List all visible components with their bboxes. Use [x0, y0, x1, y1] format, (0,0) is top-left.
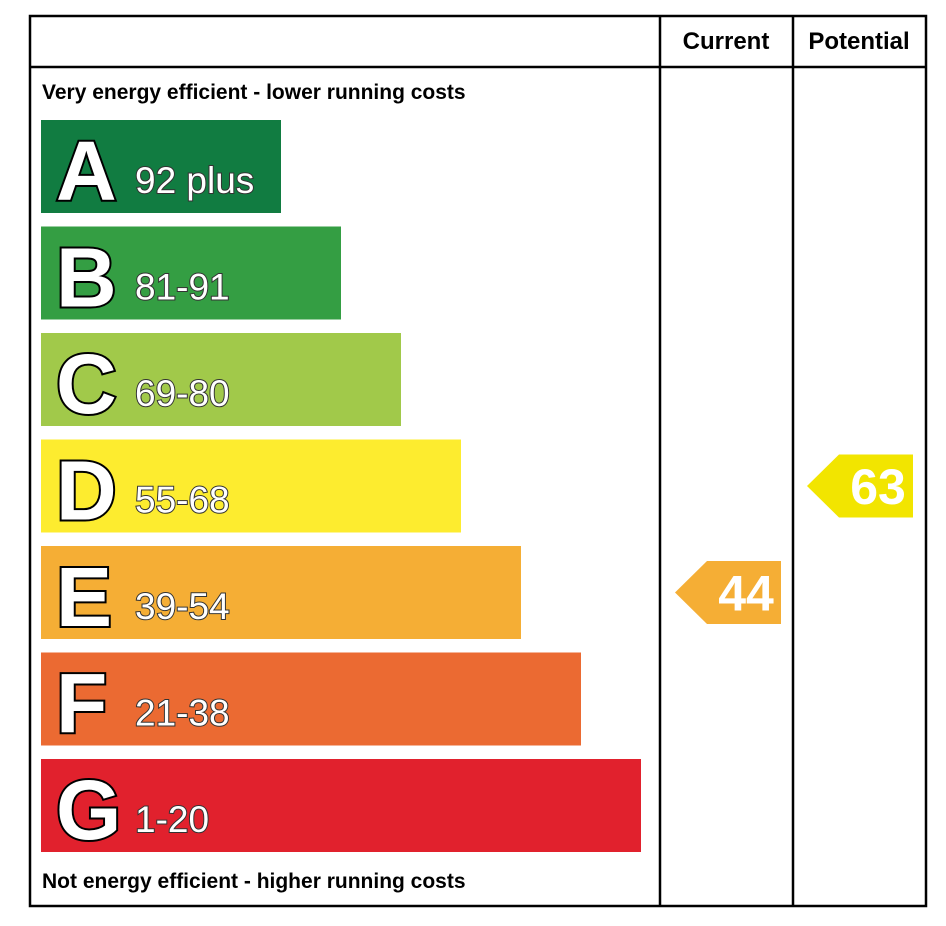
band-letter: E: [56, 550, 112, 644]
potential-rating-arrow: 63: [807, 454, 913, 518]
band-e: E 39-54: [41, 546, 521, 646]
current-rating-shape: [675, 561, 781, 624]
rating-bands: A 92 plus B 81-91 C 69-80 D 55-68 E 39-54 F 21-38 G 1…: [41, 120, 641, 859]
band-g: G 1-20: [41, 759, 641, 859]
band-letter: F: [56, 657, 107, 751]
potential-rating-shape: [807, 454, 913, 518]
band-letter: A: [56, 124, 117, 218]
band-range: 69-80: [135, 373, 230, 414]
band-letter: C: [56, 337, 117, 431]
band-letter: G: [56, 763, 121, 857]
band-b: B 81-91: [41, 226, 341, 327]
column-header-potential: Potential: [808, 28, 909, 55]
band-a: A 92 plus: [41, 120, 281, 220]
band-range: 92 plus: [135, 160, 254, 201]
current-rating-value: 44: [718, 566, 774, 622]
band-d: D 55-68: [41, 439, 461, 540]
band-letter: D: [56, 444, 117, 538]
band-c: C 69-80: [41, 333, 401, 433]
column-header-current: Current: [683, 28, 770, 55]
rating-arrows: 44 63: [675, 454, 913, 624]
band-bar: [41, 439, 461, 533]
band-range: 81-91: [135, 267, 230, 308]
band-range: 55-68: [135, 480, 230, 521]
band-bar: [41, 759, 641, 852]
band-bar: [41, 546, 521, 639]
band-letter: B: [56, 231, 117, 325]
chart-frame: [28, 14, 928, 908]
band-f: F 21-38: [41, 652, 581, 753]
band-bar: [41, 226, 341, 320]
band-bar: [41, 652, 581, 746]
current-rating-arrow: 44: [675, 561, 781, 624]
band-bar: [41, 333, 401, 426]
band-range: 21-38: [135, 693, 230, 734]
band-range: 39-54: [135, 586, 230, 627]
bottom-caption: Not energy efficient - higher running co…: [42, 870, 466, 893]
potential-rating-value: 63: [850, 459, 906, 515]
band-bar: [41, 120, 281, 213]
band-range: 1-20: [135, 799, 209, 840]
top-caption: Very energy efficient - lower running co…: [42, 81, 466, 104]
